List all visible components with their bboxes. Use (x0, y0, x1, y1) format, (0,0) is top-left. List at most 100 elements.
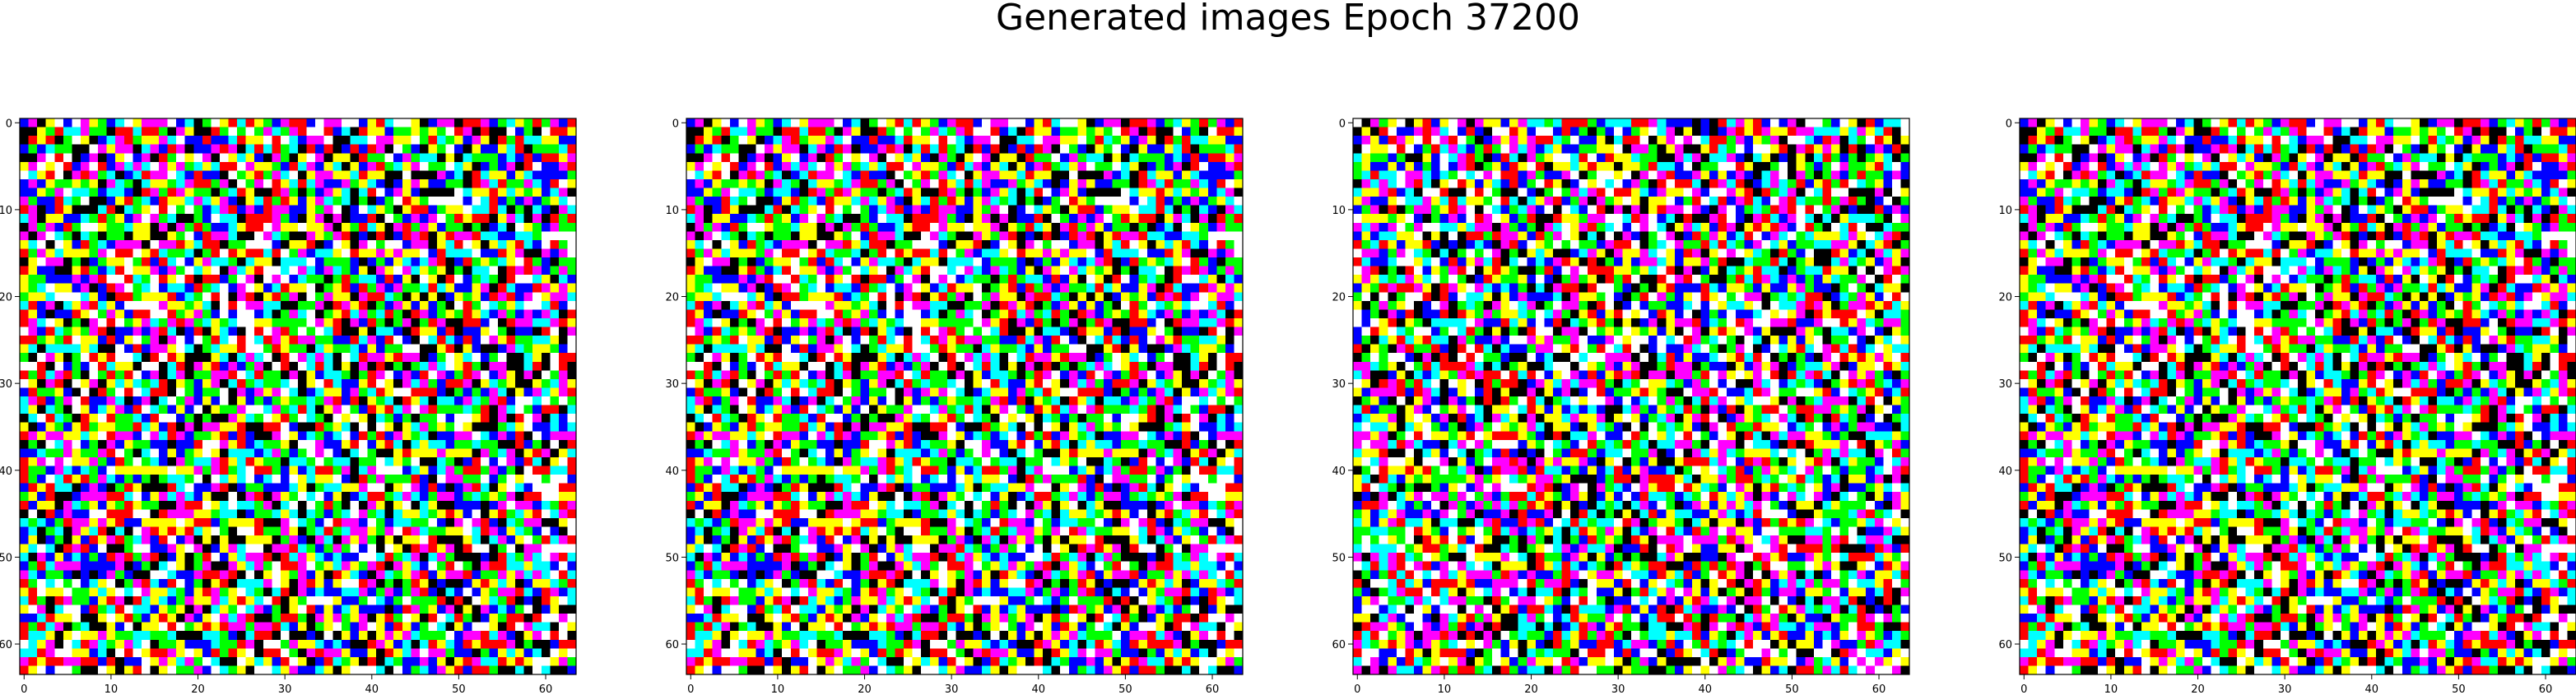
image-pixel (550, 345, 559, 354)
image-pixel (721, 223, 730, 232)
image-pixel (124, 587, 133, 596)
image-pixel (107, 631, 116, 640)
image-pixel (289, 127, 298, 137)
figure-title: Generated images Epoch 37200 (0, 0, 2576, 36)
image-pixel (246, 587, 255, 596)
image-pixel (446, 466, 455, 475)
image-pixel (63, 266, 72, 276)
image-pixel (324, 518, 333, 527)
image-pixel (90, 127, 99, 137)
image-pixel (368, 475, 377, 484)
image-pixel (816, 223, 825, 232)
x-tick-label: 30 (278, 683, 292, 695)
image-pixel (159, 396, 168, 405)
image-pixel (37, 162, 46, 171)
image-pixel (254, 509, 263, 518)
image-pixel (376, 640, 385, 649)
image-pixel (124, 170, 133, 179)
image-pixel (315, 301, 324, 310)
image-pixel (507, 492, 516, 501)
image-pixel (567, 605, 576, 614)
image-pixel (368, 631, 377, 640)
image-pixel (124, 535, 133, 544)
image-pixel (81, 518, 90, 527)
image-pixel (193, 509, 202, 518)
image-pixel (281, 223, 290, 232)
image-pixel (991, 127, 1000, 137)
image-pixel (254, 544, 263, 554)
image-pixel (428, 223, 437, 232)
image-pixel (90, 440, 99, 449)
image-pixel (37, 231, 46, 240)
image-pixel (1121, 214, 1130, 223)
image-pixel (342, 240, 351, 249)
image-pixel (782, 118, 791, 127)
image-pixel (263, 587, 272, 596)
image-pixel (342, 170, 351, 179)
image-pixel (307, 587, 316, 596)
y-tick-label: 40 (0, 466, 12, 478)
image-pixel (98, 327, 107, 336)
image-pixel (133, 405, 142, 415)
image-pixel (29, 501, 38, 510)
image-pixel (567, 544, 576, 554)
image-pixel (63, 118, 72, 127)
image-pixel (332, 553, 342, 562)
image-pixel (402, 605, 412, 614)
image-pixel (895, 206, 904, 215)
image-pixel (446, 136, 455, 145)
image-pixel (124, 136, 133, 145)
image-pixel (567, 423, 576, 432)
image-pixel (107, 423, 116, 432)
image-pixel (133, 206, 142, 215)
image-pixel (185, 145, 194, 154)
image-pixel (1008, 214, 1017, 223)
image-pixel (211, 387, 220, 396)
image-pixel (489, 665, 498, 674)
image-pixel (1060, 127, 1069, 137)
image-pixel (46, 405, 55, 415)
image-pixel (272, 127, 281, 137)
image-pixel (211, 605, 220, 614)
image-pixel (220, 657, 229, 666)
image-pixel (29, 553, 38, 562)
image-pixel (550, 257, 559, 266)
image-pixel (237, 362, 246, 371)
image-pixel (489, 484, 498, 493)
image-pixel (176, 223, 185, 232)
image-pixel (289, 223, 298, 232)
image-pixel (463, 605, 472, 614)
image-pixel (782, 188, 791, 197)
image-pixel (342, 188, 351, 197)
image-pixel (115, 596, 124, 605)
image-pixel (472, 562, 481, 571)
image-pixel (420, 127, 429, 137)
image-pixel (1225, 179, 1235, 188)
image-pixel (107, 501, 116, 510)
image-pixel (481, 457, 490, 466)
image-pixel (991, 223, 1000, 232)
image-pixel (46, 387, 55, 396)
image-pixel (542, 457, 551, 466)
image-pixel (229, 587, 238, 596)
image-pixel (1104, 127, 1113, 137)
image-pixel (237, 118, 246, 127)
image-pixel (107, 535, 116, 544)
image-pixel (254, 553, 263, 562)
image-pixel (852, 170, 861, 179)
image-pixel (385, 509, 394, 518)
image-pixel (29, 214, 38, 223)
image-pixel (220, 484, 229, 493)
image-pixel (686, 118, 695, 127)
image-pixel (1121, 136, 1130, 145)
image-pixel (515, 370, 524, 379)
image-pixel (947, 136, 956, 145)
image-pixel (220, 336, 229, 345)
image-pixel (315, 553, 324, 562)
image-pixel (107, 127, 116, 137)
image-pixel (938, 214, 947, 223)
image-pixel (315, 309, 324, 318)
image-pixel (133, 153, 142, 162)
image-pixel (808, 118, 817, 127)
image-pixel (350, 526, 359, 535)
